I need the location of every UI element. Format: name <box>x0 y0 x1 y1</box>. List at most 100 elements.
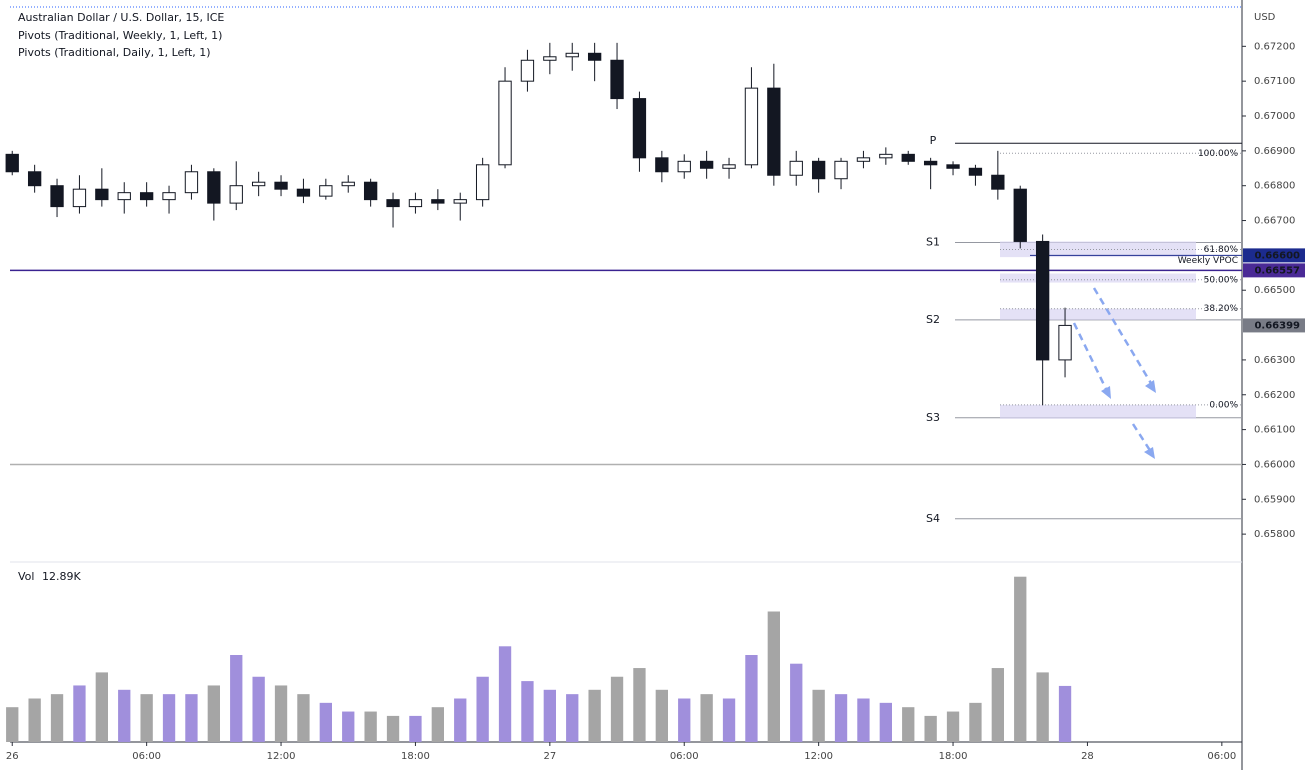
volume-bar <box>745 655 758 742</box>
arrow-heads <box>1101 380 1156 459</box>
candle-body <box>923 160 938 166</box>
candle-body <box>251 181 266 187</box>
candle-body <box>856 157 871 162</box>
x-tick-label: 26 <box>6 751 19 762</box>
price-tag <box>1243 248 1305 263</box>
candle-body <box>655 157 669 173</box>
candle-body <box>565 52 579 58</box>
volume-bar <box>1036 672 1049 742</box>
volume-bar <box>946 711 960 742</box>
candle-body <box>453 199 467 204</box>
candle-body <box>520 59 535 82</box>
y-tick-label: 0.66500 <box>1254 285 1295 296</box>
candle-body <box>386 199 400 208</box>
x-tick-label: 27 <box>543 751 556 762</box>
price-tag-label: 0.66399 <box>1254 320 1300 331</box>
fib-zone <box>1000 404 1196 419</box>
volume-bar <box>722 698 736 742</box>
candle-body <box>363 181 378 201</box>
x-tick-label: 06:00 <box>132 751 161 762</box>
fib-label: 61.80% <box>1204 245 1239 255</box>
candle-body <box>184 171 199 194</box>
vpoc-label: Weekly VPOC <box>1178 256 1238 266</box>
candle-body <box>229 185 243 204</box>
candle-body <box>811 160 826 180</box>
plot: 0.67200 0.67100 0.67000 0.66900 0.66800 0.667… <box>5 41 1305 762</box>
volume-bar <box>879 702 892 742</box>
volume-bar <box>610 676 624 742</box>
y-tick-label: 0.66300 <box>1254 355 1295 366</box>
candle-body <box>610 59 624 100</box>
price-tag <box>1243 318 1305 333</box>
fib-zone <box>1000 241 1196 258</box>
candle-body <box>968 167 983 176</box>
volume-bar <box>700 694 713 742</box>
candle-body <box>789 160 803 176</box>
fib-zone <box>1000 273 1196 283</box>
x-tick-label: 28 <box>1081 751 1094 762</box>
candle-body <box>879 153 893 159</box>
volume-bar <box>924 715 937 742</box>
indicator-label: Pivots (Traditional, Weekly, 1, Left, 1) <box>18 29 222 42</box>
candle-body <box>431 199 445 204</box>
volume-bar <box>95 672 108 742</box>
volume-bar <box>50 694 64 742</box>
y-tick-label: 0.66700 <box>1254 216 1295 227</box>
candle-body <box>901 153 915 162</box>
volume-bar <box>207 685 220 742</box>
volume-bar <box>386 715 400 742</box>
candle-body <box>946 164 960 169</box>
candle-body <box>632 98 647 159</box>
fib-zone <box>1000 308 1196 320</box>
pivot-label: S3 <box>926 411 940 424</box>
y-tick-label: 0.66900 <box>1254 146 1295 157</box>
volume-bar <box>140 694 153 742</box>
candle-body <box>1035 240 1050 361</box>
volume-bar <box>476 676 489 742</box>
volume-bar <box>790 663 803 742</box>
volume-bar <box>454 698 467 742</box>
candle-body <box>1013 188 1027 242</box>
volume-bar <box>969 702 982 742</box>
volume-title: Vol <box>18 570 34 583</box>
candle-body <box>744 87 759 166</box>
fib-label: 38.20% <box>1204 304 1239 314</box>
candle-body <box>162 192 176 201</box>
volume-bar <box>767 611 780 742</box>
y-tick-label: 0.66800 <box>1254 181 1295 192</box>
volume-bar <box>1058 685 1072 742</box>
candle-body <box>587 52 602 61</box>
volume-bar <box>297 694 310 742</box>
candle-body <box>95 188 109 201</box>
y-tick-label: 0.67200 <box>1254 41 1295 52</box>
volume-bar <box>902 707 915 742</box>
y-tick-label: 0.67100 <box>1254 76 1295 87</box>
volume-bar <box>521 681 534 742</box>
axis-unit: USD <box>1254 12 1276 23</box>
pivot-label: S4 <box>926 512 940 525</box>
volume-bar <box>431 707 444 742</box>
y-tick-label: 0.67000 <box>1254 111 1295 122</box>
candle-body <box>5 153 19 173</box>
volume-bar <box>834 694 848 742</box>
y-tick-label: 0.66000 <box>1254 459 1295 470</box>
volume-bar <box>633 668 646 742</box>
volume-bar <box>991 668 1004 742</box>
candle-body <box>1058 324 1072 361</box>
volume-bar <box>566 694 579 742</box>
y-tick-label: 0.65900 <box>1254 494 1295 505</box>
chart-title: Australian Dollar / U.S. Dollar, 15, ICE <box>18 11 224 24</box>
x-tick-label: 18:00 <box>939 751 968 762</box>
volume-bar <box>655 689 668 742</box>
volume-bar <box>118 689 131 742</box>
y-tick-label: 0.66200 <box>1254 390 1295 401</box>
candle-body <box>139 192 154 201</box>
price-tag <box>1243 263 1305 278</box>
candle-body <box>408 199 423 208</box>
candle-body <box>699 160 714 169</box>
volume-bar <box>364 711 377 742</box>
candle-body <box>834 160 848 180</box>
candle-body <box>296 188 311 197</box>
candle-body <box>72 188 87 208</box>
